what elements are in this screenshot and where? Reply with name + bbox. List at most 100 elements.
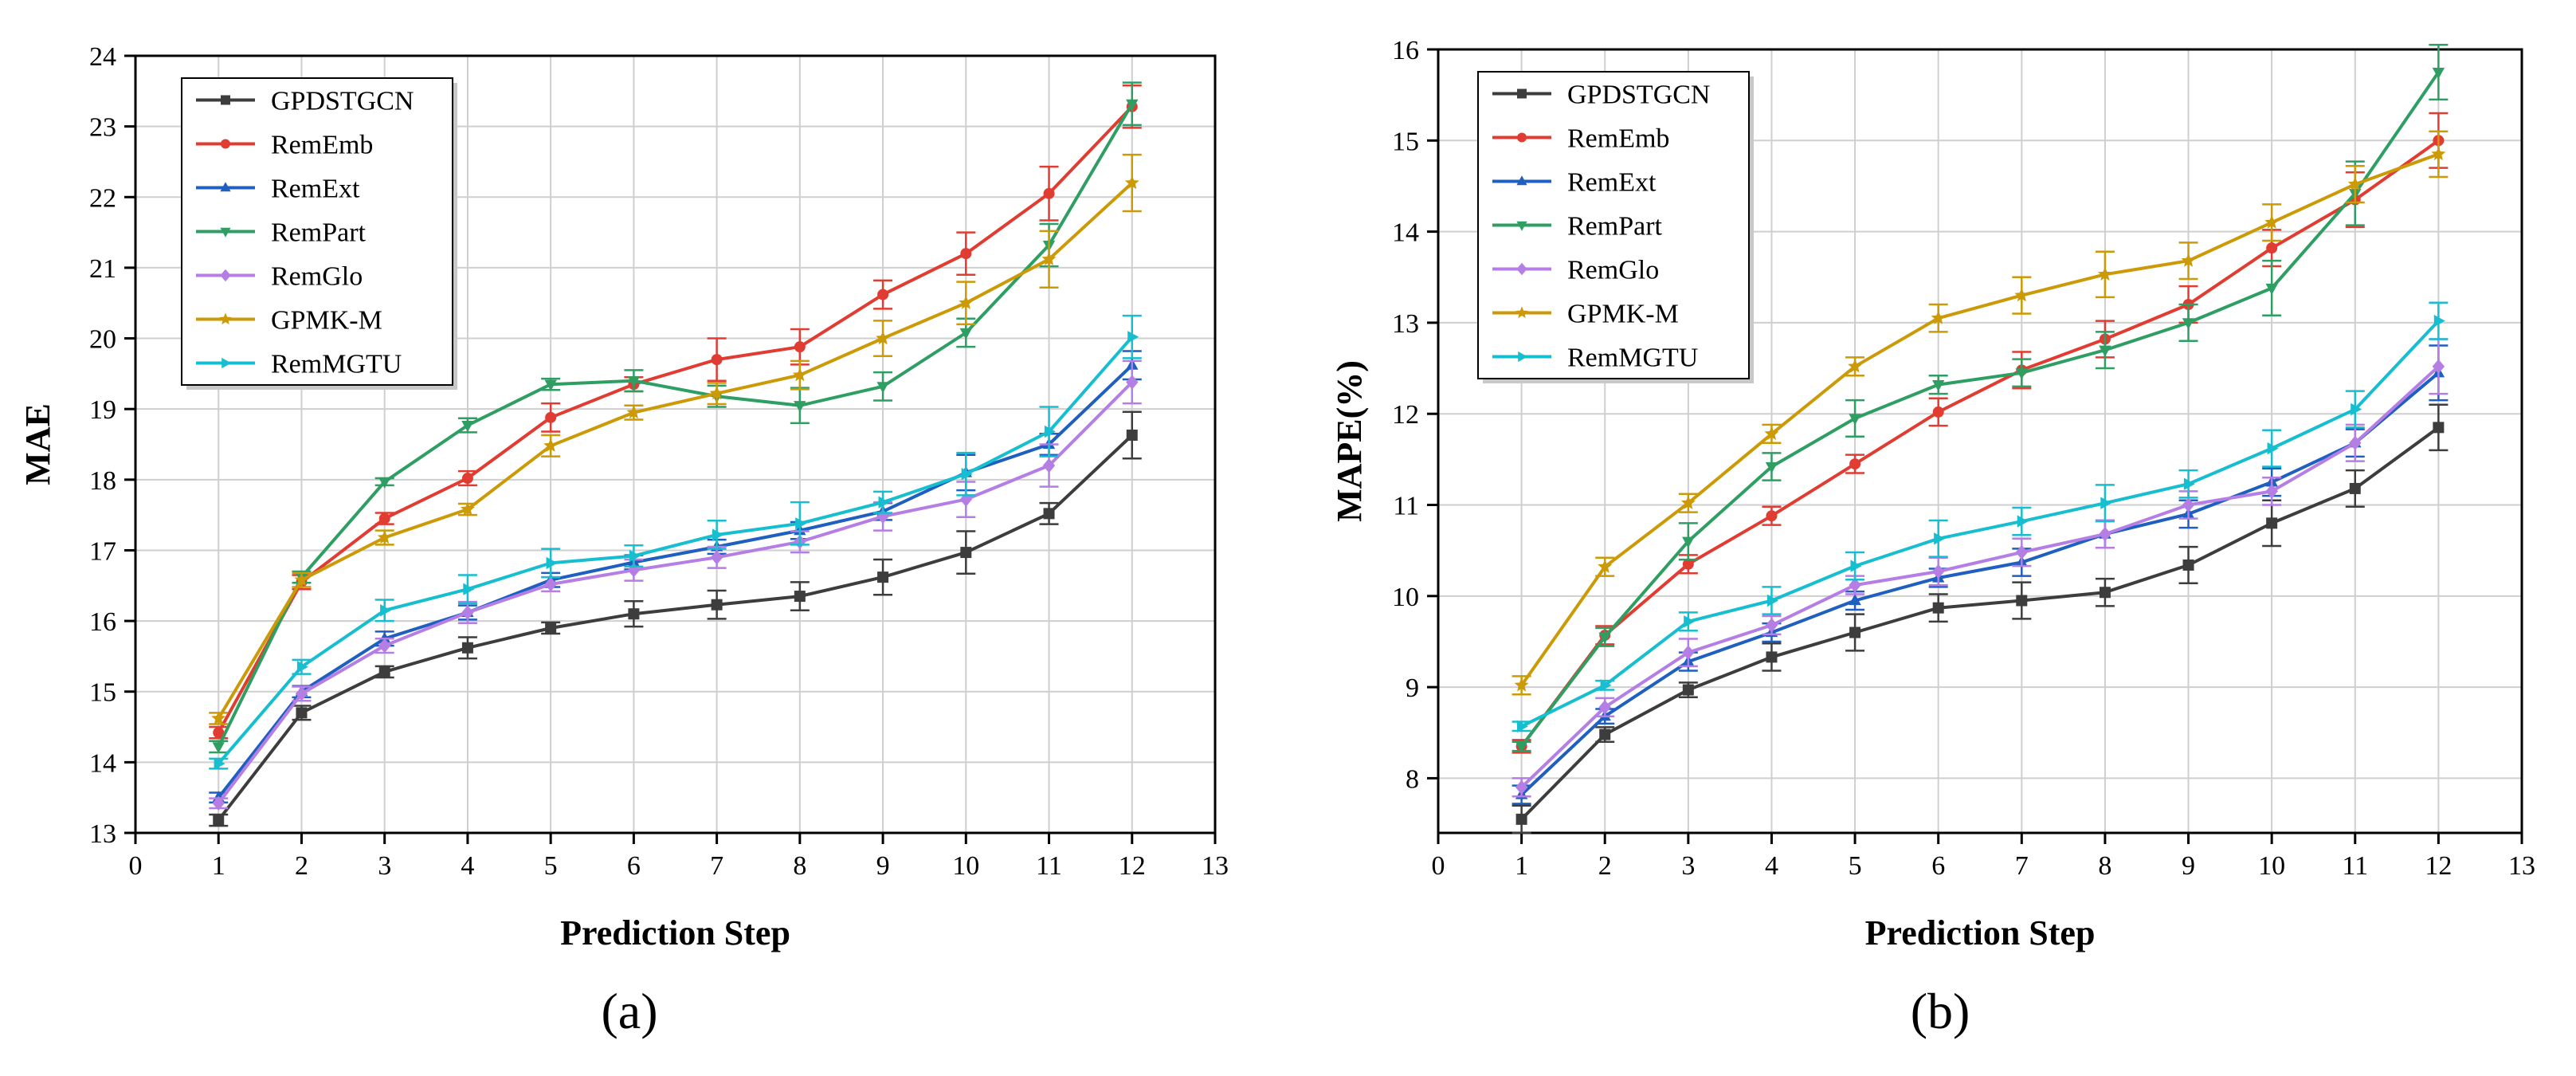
data-point	[876, 382, 889, 394]
data-point	[1042, 458, 1056, 473]
data-point	[1126, 99, 1139, 111]
x-tick-label: 3	[378, 851, 391, 881]
data-point	[2182, 497, 2195, 512]
legend-label: RemGlo	[271, 262, 363, 292]
x-tick-label: 10	[952, 851, 979, 881]
data-point	[1848, 359, 1863, 373]
x-tick-label: 3	[1681, 851, 1695, 881]
series-remglo	[209, 359, 1142, 811]
data-point	[544, 576, 557, 592]
data-point	[2432, 359, 2445, 374]
x-tick-label: 2	[1598, 851, 1612, 881]
series-line	[217, 363, 1134, 799]
x-axis-title: Prediction Step	[1865, 913, 2096, 952]
data-point	[2015, 544, 2028, 560]
x-tick-label: 13	[2508, 851, 2535, 881]
data-point	[2016, 595, 2028, 607]
y-tick-label: 19	[89, 395, 116, 425]
data-point	[1124, 175, 1139, 190]
data-point	[2347, 176, 2362, 190]
data-point	[626, 405, 641, 419]
y-tick-label: 22	[89, 183, 116, 213]
x-tick-label: 4	[461, 851, 474, 881]
legend-label: GPMK-M	[1567, 300, 1679, 329]
data-point	[876, 509, 889, 524]
legend-swatch-marker	[221, 95, 230, 105]
data-point	[629, 549, 641, 563]
data-point	[961, 468, 973, 481]
data-point	[211, 711, 226, 725]
data-point	[1599, 728, 1611, 740]
x-tick-label: 11	[1036, 851, 1062, 881]
panel-a: 0 1 2 3 4 5 6 7 8 9 10 11 12 131314151617181920212223…	[18, 42, 1229, 1039]
y-tick-label: 16	[1392, 36, 1419, 65]
data-point	[792, 367, 807, 382]
data-point	[294, 572, 309, 587]
series-line	[217, 336, 1134, 765]
legend-label: RemGlo	[1567, 256, 1659, 285]
legend-swatch-marker	[1515, 306, 1528, 319]
x-tick-label: 12	[2425, 851, 2452, 881]
data-point	[2015, 368, 2028, 380]
x-tick-label: 6	[1931, 851, 1945, 881]
legend-swatch-marker	[219, 312, 232, 325]
data-point	[2266, 517, 2278, 529]
data-point	[1849, 458, 1861, 470]
legend-label: RemExt	[271, 175, 360, 204]
data-point	[1515, 741, 1528, 753]
legend-label: RemExt	[1567, 168, 1657, 198]
data-point	[1682, 558, 1694, 570]
data-point	[296, 661, 308, 673]
data-point	[2433, 314, 2445, 328]
legend-swatch-marker	[220, 182, 231, 192]
data-point	[628, 608, 640, 620]
legend-label: GPDSTGCN	[1567, 81, 1710, 110]
series-line	[1519, 152, 2440, 686]
series-line	[1520, 426, 2440, 821]
y-tick-label: 23	[89, 113, 116, 143]
data-point	[877, 571, 889, 583]
series-line	[217, 434, 1134, 822]
y-tick-label: 11	[1393, 492, 1419, 521]
series-gpdstgcn	[209, 410, 1142, 827]
series-remext	[209, 350, 1142, 804]
data-point	[794, 401, 806, 413]
data-point	[461, 605, 474, 620]
legend-swatch-marker	[1516, 175, 1527, 186]
x-tick-label: 4	[1765, 851, 1778, 881]
y-axis-title: MAE	[18, 403, 57, 485]
data-point	[1600, 679, 1612, 692]
data-point	[1126, 429, 1138, 441]
data-point	[377, 530, 392, 544]
y-tick-label: 8	[1406, 764, 1419, 794]
x-tick-label: 6	[627, 851, 641, 881]
legend: GPDSTGCN RemEmb RemExt RemPart RemGlo GPMK-M R…	[1477, 71, 1754, 383]
data-point	[461, 642, 473, 654]
data-point	[1766, 651, 1778, 663]
legend-label: RemMGTU	[1567, 344, 1698, 373]
y-tick-label: 10	[1392, 583, 1419, 612]
x-tick-label: 7	[710, 851, 723, 881]
data-point	[1515, 813, 1527, 825]
data-point	[1682, 536, 1695, 548]
data-point	[2017, 515, 2029, 528]
legend-label: RemEmb	[271, 131, 373, 160]
panel-label: (a)	[601, 983, 657, 1039]
data-point	[1849, 594, 1861, 606]
data-point	[213, 727, 225, 739]
data-point	[213, 815, 225, 827]
x-tick-label: 7	[2015, 851, 2029, 881]
series-line	[1520, 365, 2440, 789]
data-point	[1515, 780, 1528, 795]
data-point	[709, 386, 724, 400]
data-point	[2099, 587, 2111, 599]
data-point	[544, 379, 557, 391]
data-point	[2099, 345, 2111, 357]
data-point	[1044, 425, 1056, 438]
y-tick-label: 16	[89, 607, 116, 637]
series-line	[1520, 320, 2440, 728]
data-point	[461, 473, 473, 485]
data-point	[1931, 310, 1946, 324]
plot-frame	[1437, 48, 2523, 834]
legend-label: RemEmb	[1567, 124, 1669, 154]
